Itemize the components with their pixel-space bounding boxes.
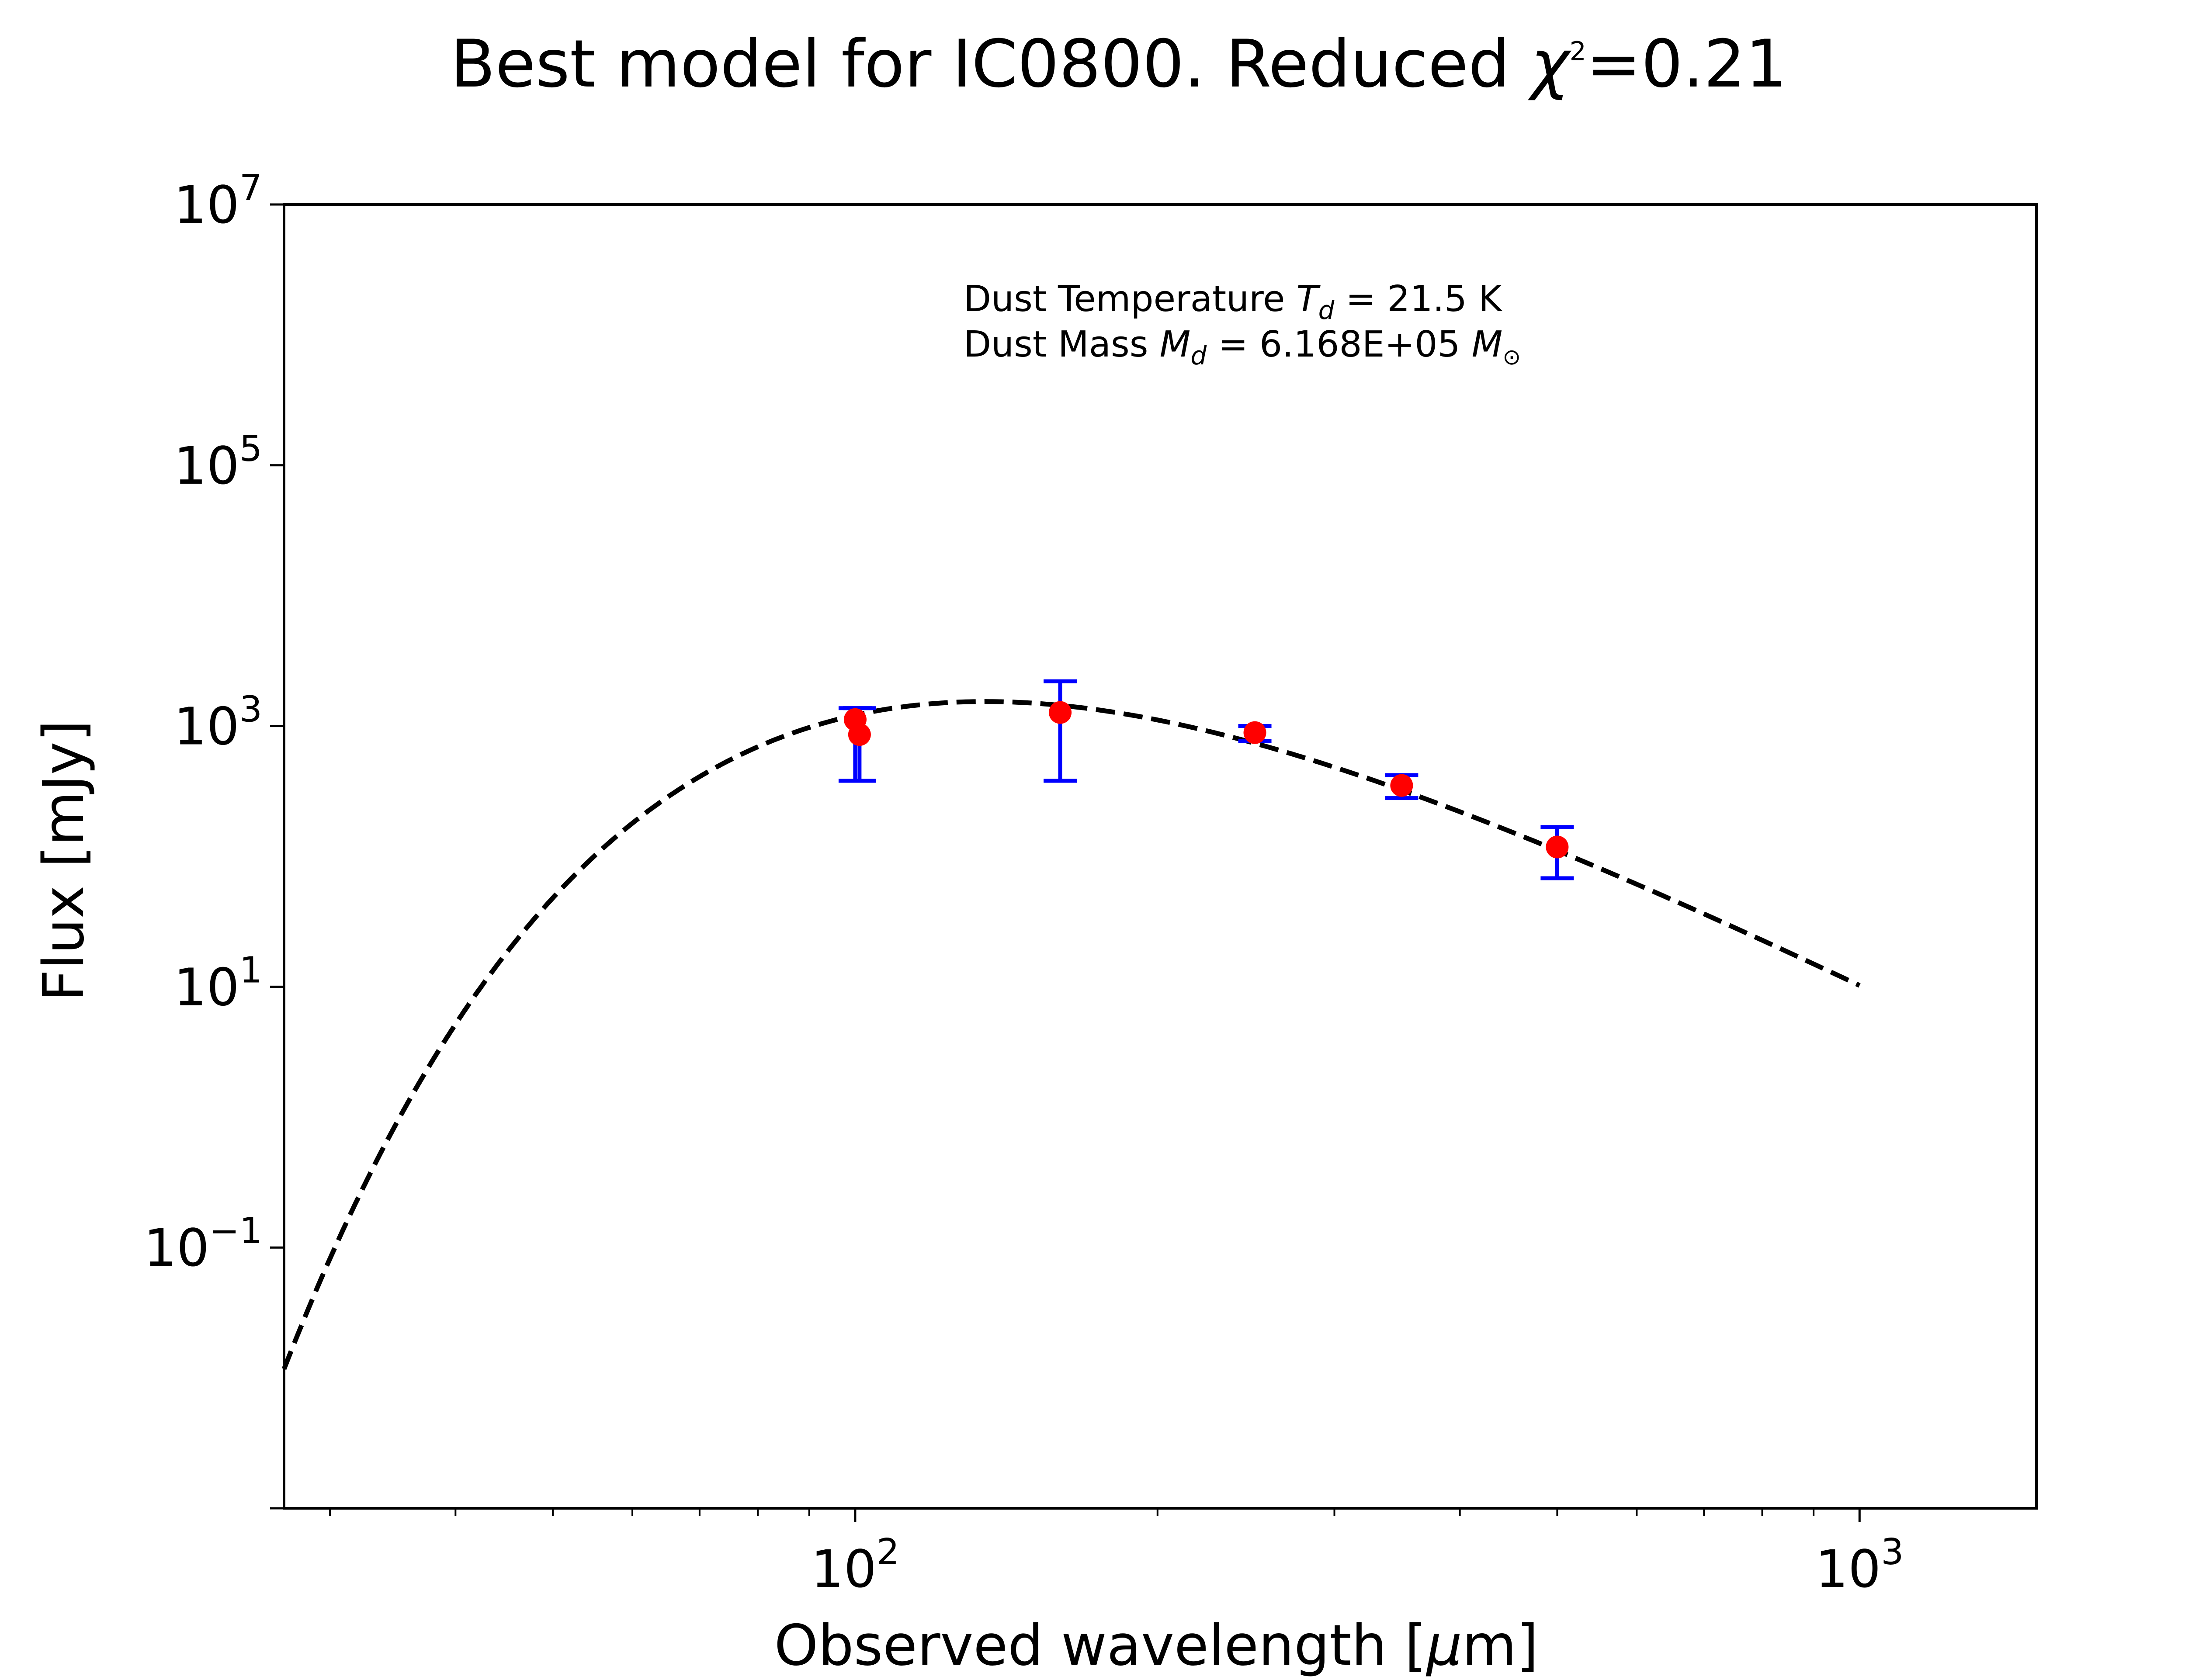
plot-area-frame — [283, 203, 2038, 1510]
x-axis-label: Observed wavelength [μm] — [774, 1613, 1539, 1678]
y-tick-label-base: 10 — [174, 175, 239, 235]
x-tick-label-base: 10 — [811, 1539, 877, 1599]
x-tick-label-exponent: 2 — [877, 1531, 899, 1573]
chart-title-chi-exponent: 2 — [1570, 36, 1586, 67]
data-points-layer — [843, 701, 1569, 859]
x-axis-label-suffix: m] — [1462, 1613, 1539, 1678]
annotation-temperature-subscript: d — [1318, 295, 1335, 325]
y-axis-label: Flux [mJy] — [31, 720, 97, 1002]
x-tick-label: 102 — [811, 1531, 899, 1599]
annotation-mass: Dust Mass Md = 6.168E+05 M⊙ — [964, 324, 1521, 371]
data-point — [1243, 721, 1266, 744]
annotation-mass-solar-symbol: M — [1472, 324, 1503, 365]
data-point — [848, 723, 871, 746]
x-axis-label-prefix: Observed wavelength [ — [774, 1613, 1427, 1678]
chart-title-chi: χ — [1528, 26, 1572, 102]
y-tick-label-exponent: −1 — [209, 1210, 262, 1252]
y-tick-label-base: 10 — [174, 957, 239, 1017]
y-tick-label-exponent: 3 — [239, 689, 262, 731]
annotation-mass-subscript: d — [1190, 341, 1207, 371]
data-point — [1390, 774, 1413, 797]
y-tick-label: 101 — [174, 949, 262, 1017]
y-tick-label-exponent: 7 — [239, 167, 262, 209]
model-curve-layer — [281, 699, 1861, 1370]
y-tick-label-exponent: 5 — [239, 428, 262, 470]
annotation-mass-symbol: M — [1160, 324, 1191, 365]
y-tick-label-exponent: 1 — [239, 949, 262, 991]
y-tick-label: 10−1 — [144, 1210, 262, 1278]
y-tick-label: 105 — [174, 428, 262, 496]
data-point — [1546, 835, 1569, 859]
x-axis-label-mu: μ — [1425, 1613, 1462, 1678]
annotation-mass-prefix: Dust Mass — [964, 324, 1160, 365]
y-tick-label-base: 10 — [144, 1218, 209, 1278]
annotation-mass-solar-subscript: ⊙ — [1502, 344, 1521, 370]
annotation-mass-value: = 6.168E+05 — [1207, 324, 1472, 365]
x-tick-label-exponent: 3 — [1881, 1531, 1904, 1573]
y-tick-label: 107 — [174, 167, 262, 235]
annotation-temperature: Dust Temperature Td = 21.5 K — [964, 278, 1503, 325]
chart-title: Best model for IC0800. Reduced χ2=0.21 — [451, 26, 1787, 102]
x-tick-label-base: 10 — [1815, 1539, 1881, 1599]
y-tick-label: 103 — [174, 689, 262, 757]
errorbar — [1044, 679, 1077, 783]
x-tick-label: 103 — [1815, 1531, 1904, 1599]
chart-title-suffix: =0.21 — [1586, 26, 1787, 102]
chart-title-prefix: Best model for IC0800. Reduced — [451, 26, 1531, 102]
annotation-temperature-value: = 21.5 K — [1334, 278, 1502, 320]
errorbar-layer — [838, 679, 1574, 880]
annotation-temperature-symbol: T — [1297, 278, 1321, 320]
data-point — [1049, 701, 1072, 724]
y-tick-label-base: 10 — [174, 696, 239, 757]
model-sed-curve — [281, 699, 1861, 1370]
y-tick-label-base: 10 — [174, 436, 239, 496]
annotation-temperature-prefix: Dust Temperature — [964, 278, 1297, 320]
